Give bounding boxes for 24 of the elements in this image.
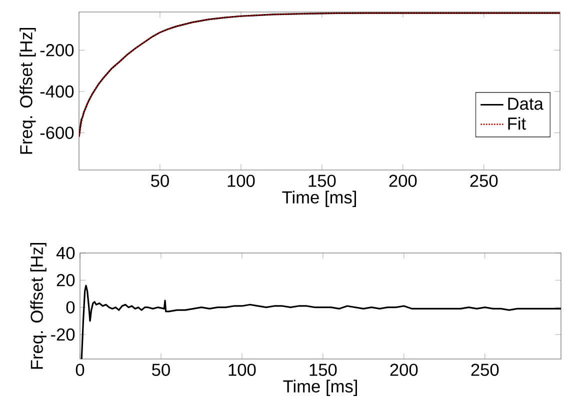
x-tick-label: 200 (389, 174, 417, 187)
y-tick-label: 40 (56, 246, 75, 260)
x-tick-label: 150 (310, 364, 337, 376)
x-tick-label: 200 (390, 364, 418, 376)
y-tick-label: -600 (40, 126, 74, 139)
legend-label: Fit (508, 117, 526, 130)
x-tick-label: 150 (308, 174, 336, 187)
y-tick-label: -400 (40, 85, 74, 98)
y-tick-label: 20 (56, 274, 75, 286)
y-tick-label: -20 (51, 328, 75, 341)
y-tick-label: 0 (66, 301, 75, 314)
x-tick-label: 100 (228, 364, 256, 376)
y-axis-title: Freq. Offset [Hz] (20, 28, 36, 154)
x-axis-title: Time [ms] (283, 380, 357, 396)
y-axis-title: Freq. Offset [Hz] (30, 243, 46, 369)
y-tick-label: -200 (40, 44, 74, 56)
legend-label: Data (508, 98, 544, 110)
x-tick-label: 250 (470, 174, 498, 187)
x-tick-label: 50 (152, 364, 170, 376)
x-axis-title: Time [ms] (282, 190, 356, 207)
x-tick-label: 50 (151, 174, 169, 187)
x-tick-label: 0 (76, 364, 84, 376)
x-tick-label: 100 (228, 174, 255, 187)
x-tick-label: 250 (471, 364, 499, 376)
